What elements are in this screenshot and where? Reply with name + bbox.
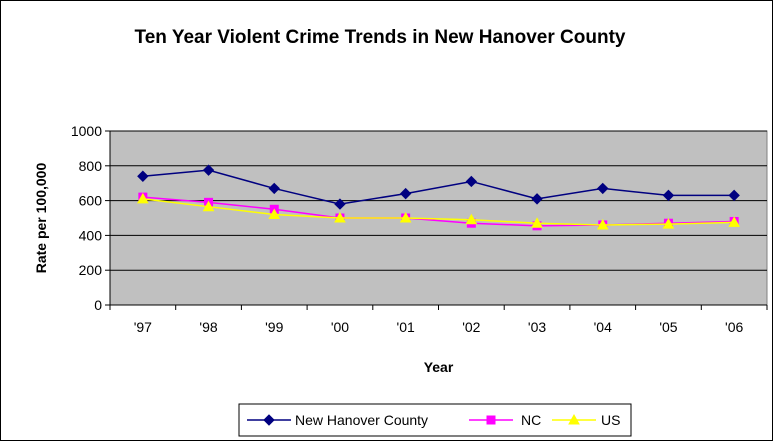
data-point: [202, 164, 215, 176]
legend: New Hanover County NC US: [238, 403, 632, 437]
axes: [105, 130, 768, 310]
legend-marker: [486, 415, 496, 425]
y-tick-label: 1000: [71, 123, 102, 139]
legend-label: NC: [521, 412, 541, 428]
legend-item: US: [552, 412, 620, 428]
series-group: [137, 164, 740, 231]
data-point: [662, 218, 675, 229]
y-tick-label: 400: [79, 227, 103, 243]
series-line: [142, 169, 735, 205]
chart-title: Ten Year Violent Crime Trends in New Han…: [134, 27, 626, 48]
legend-label: New Hanover County: [295, 412, 428, 428]
data-point: [596, 218, 609, 230]
x-tick-labels: '97 '98 '99 '00 '01 '02 '03 '04 '05 '06: [134, 319, 744, 335]
gridlines: [110, 130, 767, 271]
data-point: [597, 182, 609, 195]
data-point: [137, 170, 149, 182]
legend-marker: [568, 413, 580, 425]
x-tick-label: '00: [331, 319, 349, 335]
data-point: [465, 175, 478, 188]
x-tick-label: '98: [199, 319, 217, 335]
data-point: [531, 217, 543, 228]
x-tick-label: '97: [134, 319, 152, 335]
data-point: [728, 189, 740, 202]
series-new-hanover-county: [137, 164, 740, 210]
x-tick-label: '05: [659, 319, 677, 335]
data-point: [531, 193, 543, 205]
legend-item: NC: [469, 412, 541, 428]
data-point: [662, 189, 675, 202]
y-tick-label: 200: [79, 262, 103, 278]
y-tick-label: 600: [79, 193, 103, 209]
y-tick-label: 800: [79, 158, 103, 174]
plot-area: [109, 130, 768, 306]
data-point: [465, 213, 478, 225]
data-point: [399, 211, 412, 223]
data-point: [334, 198, 346, 210]
x-tick-label: '06: [725, 319, 743, 335]
y-axis-label: Rate per 100,000: [33, 163, 49, 274]
data-point: [268, 182, 280, 195]
x-axis-label: Year: [424, 359, 454, 375]
data-point: [137, 192, 149, 204]
x-tick-label: '04: [594, 319, 612, 335]
x-tick-label: '03: [528, 319, 546, 335]
x-tick-label: '01: [397, 319, 415, 335]
x-tick-label: '99: [265, 319, 283, 335]
x-tick-label: '02: [462, 319, 480, 335]
legend-marker: [263, 414, 275, 426]
data-point: [399, 187, 412, 200]
data-point: [268, 208, 281, 220]
data-point: [202, 200, 215, 212]
series-us: [137, 192, 740, 230]
legend-item: New Hanover County: [247, 412, 428, 428]
y-tick-label: 0: [94, 297, 102, 313]
series-line: [142, 198, 735, 226]
data-point: [334, 211, 346, 223]
legend-label: US: [601, 412, 620, 428]
y-tick-labels: 0 200 400 600 800 1000: [71, 123, 102, 313]
data-point: [728, 216, 740, 227]
